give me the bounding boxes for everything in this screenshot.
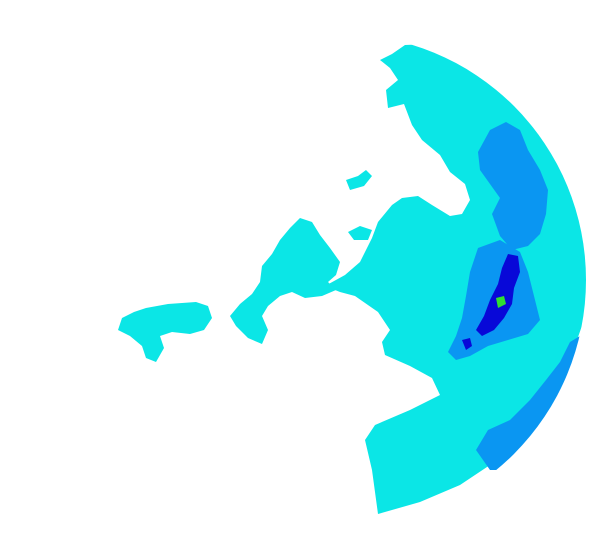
radar-echo-layer	[118, 44, 586, 514]
echo-left-cluster	[118, 302, 212, 362]
echo-core-spot	[462, 338, 472, 350]
echo-peak	[496, 296, 506, 308]
echo-central-cluster	[230, 218, 340, 344]
echo-main-region	[325, 44, 586, 514]
echo-small-north-2	[348, 226, 372, 240]
echo-small-north-1	[346, 170, 372, 190]
echo-core-heavy	[476, 254, 520, 336]
echo-band-upper	[478, 122, 548, 250]
